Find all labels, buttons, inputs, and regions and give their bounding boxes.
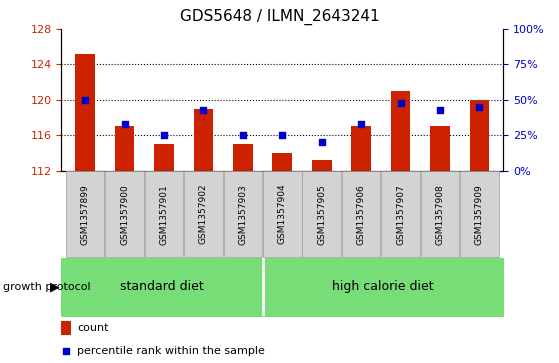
Point [199, 107, 208, 113]
Bar [115, 126, 134, 171]
Bar [272, 153, 292, 171]
Text: GSM1357904: GSM1357904 [278, 184, 287, 245]
Bar [233, 144, 253, 171]
Point [475, 104, 484, 110]
FancyBboxPatch shape [105, 171, 144, 257]
Text: GSM1357902: GSM1357902 [199, 184, 208, 245]
Text: GSM1357901: GSM1357901 [159, 184, 168, 245]
Text: high calorie diet: high calorie diet [332, 280, 434, 293]
Text: GSM1357899: GSM1357899 [80, 184, 89, 245]
FancyBboxPatch shape [302, 171, 341, 257]
Point [318, 139, 326, 145]
Point [120, 121, 129, 127]
Text: count: count [77, 323, 108, 333]
FancyBboxPatch shape [184, 171, 222, 257]
Text: percentile rank within the sample: percentile rank within the sample [77, 346, 265, 356]
FancyBboxPatch shape [421, 171, 459, 257]
FancyBboxPatch shape [263, 171, 302, 257]
Point [62, 348, 71, 354]
Text: GSM1357907: GSM1357907 [396, 184, 405, 245]
Bar [430, 126, 450, 171]
Point [238, 132, 247, 138]
Bar [154, 144, 174, 171]
Bar [193, 109, 214, 171]
FancyBboxPatch shape [460, 171, 499, 257]
FancyBboxPatch shape [342, 171, 381, 257]
FancyBboxPatch shape [224, 171, 262, 257]
Text: ▶: ▶ [50, 280, 60, 293]
FancyBboxPatch shape [145, 171, 183, 257]
Text: GSM1357909: GSM1357909 [475, 184, 484, 245]
Text: GSM1357906: GSM1357906 [357, 184, 366, 245]
Point [357, 121, 366, 127]
Bar [61, 321, 71, 335]
FancyBboxPatch shape [66, 171, 105, 257]
Point [435, 107, 444, 113]
Point [396, 100, 405, 106]
Text: GSM1357905: GSM1357905 [317, 184, 326, 245]
Bar [391, 91, 410, 171]
Point [278, 132, 287, 138]
Point [159, 132, 168, 138]
Text: GSM1357903: GSM1357903 [238, 184, 248, 245]
Bar [312, 160, 331, 171]
Text: GSM1357908: GSM1357908 [435, 184, 444, 245]
Text: growth protocol: growth protocol [3, 282, 91, 292]
Text: GDS5648 / ILMN_2643241: GDS5648 / ILMN_2643241 [179, 9, 380, 25]
FancyBboxPatch shape [381, 171, 420, 257]
Bar [351, 126, 371, 171]
Text: GSM1357900: GSM1357900 [120, 184, 129, 245]
Bar [470, 100, 489, 171]
Text: standard diet: standard diet [120, 280, 204, 293]
Bar [75, 54, 95, 171]
Point [80, 97, 89, 103]
